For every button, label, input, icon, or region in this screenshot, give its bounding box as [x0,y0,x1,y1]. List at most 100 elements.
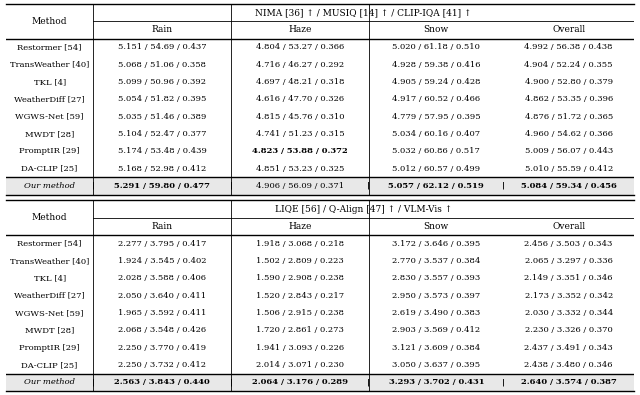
Bar [6,177,634,195]
Text: 2.250 / 3.732 / 0.412: 2.250 / 3.732 / 0.412 [118,361,206,369]
Text: Snow: Snow [424,222,449,231]
Text: 4.904 / 52.24 / 0.355: 4.904 / 52.24 / 0.355 [524,60,613,69]
Text: 1.941 / 3.093 / 0.226: 1.941 / 3.093 / 0.226 [256,344,344,352]
Text: Rain: Rain [152,25,173,34]
Text: Overall: Overall [552,25,585,34]
Text: WeatherDiff [27]: WeatherDiff [27] [14,292,85,300]
Text: 4.697 / 48.21 / 0.318: 4.697 / 48.21 / 0.318 [255,78,344,86]
Text: 4.779 / 57.95 / 0.395: 4.779 / 57.95 / 0.395 [392,113,481,120]
Text: 2.030 / 3.332 / 0.344: 2.030 / 3.332 / 0.344 [525,309,613,317]
Text: 5.035 / 51.46 / 0.389: 5.035 / 51.46 / 0.389 [118,113,206,120]
Text: 2.277 / 3.795 / 0.417: 2.277 / 3.795 / 0.417 [118,240,206,248]
Text: 4.804 / 53.27 / 0.366: 4.804 / 53.27 / 0.366 [256,43,344,51]
Text: 2.770 / 3.537 / 0.384: 2.770 / 3.537 / 0.384 [392,257,481,265]
Text: 5.174 / 53.48 / 0.439: 5.174 / 53.48 / 0.439 [118,147,206,155]
Text: 2.028 / 3.588 / 0.406: 2.028 / 3.588 / 0.406 [118,275,206,282]
Text: Haze: Haze [288,25,312,34]
Text: 2.456 / 3.503 / 0.343: 2.456 / 3.503 / 0.343 [525,240,613,248]
Text: 4.616 / 47.70 / 0.326: 4.616 / 47.70 / 0.326 [256,95,344,103]
Text: 5.084 / 59.34 / 0.456: 5.084 / 59.34 / 0.456 [521,182,616,190]
Text: NIMA [36] ↑ / MUSIQ [14] ↑ / CLIP-IQA [41] ↑: NIMA [36] ↑ / MUSIQ [14] ↑ / CLIP-IQA [4… [255,8,472,17]
Text: 2.640 / 3.574 / 0.387: 2.640 / 3.574 / 0.387 [521,378,616,386]
Text: 4.851 / 53.23 / 0.325: 4.851 / 53.23 / 0.325 [256,165,344,173]
Text: Restormer [54]: Restormer [54] [17,240,82,248]
Text: 5.057 / 62.12 / 0.519: 5.057 / 62.12 / 0.519 [388,182,484,190]
Text: |: | [367,182,371,190]
Text: TransWeather [40]: TransWeather [40] [10,257,90,265]
Text: 3.121 / 3.609 / 0.384: 3.121 / 3.609 / 0.384 [392,344,481,352]
Text: 4.876 / 51.72 / 0.365: 4.876 / 51.72 / 0.365 [525,113,613,120]
Text: |: | [229,378,232,386]
Text: Overall: Overall [552,222,585,231]
Text: 4.928 / 59.38 / 0.416: 4.928 / 59.38 / 0.416 [392,60,481,69]
Text: |: | [502,378,506,386]
Text: 4.905 / 59.24 / 0.428: 4.905 / 59.24 / 0.428 [392,78,481,86]
Text: 5.054 / 51.82 / 0.395: 5.054 / 51.82 / 0.395 [118,95,206,103]
Text: 5.010 / 55.59 / 0.412: 5.010 / 55.59 / 0.412 [525,165,613,173]
Text: 2.230 / 3.326 / 0.370: 2.230 / 3.326 / 0.370 [525,326,612,335]
Text: Method: Method [32,213,67,222]
Text: MWDT [28]: MWDT [28] [25,326,74,335]
Text: 2.619 / 3.490 / 0.383: 2.619 / 3.490 / 0.383 [392,309,481,317]
Text: 2.173 / 3.352 / 0.342: 2.173 / 3.352 / 0.342 [525,292,613,300]
Text: 4.823 / 53.88 / 0.372: 4.823 / 53.88 / 0.372 [252,147,348,155]
Text: 2.438 / 3.480 / 0.346: 2.438 / 3.480 / 0.346 [524,361,613,369]
Text: 5.168 / 52.98 / 0.412: 5.168 / 52.98 / 0.412 [118,165,206,173]
Text: 1.918 / 3.068 / 0.218: 1.918 / 3.068 / 0.218 [256,240,344,248]
Text: |: | [92,182,95,190]
Text: 5.009 / 56.07 / 0.443: 5.009 / 56.07 / 0.443 [525,147,613,155]
Text: |: | [502,182,506,190]
Text: Restormer [54]: Restormer [54] [17,43,82,51]
Text: Rain: Rain [152,222,173,231]
Text: 4.917 / 60.52 / 0.466: 4.917 / 60.52 / 0.466 [392,95,481,103]
Text: 4.815 / 45.76 / 0.310: 4.815 / 45.76 / 0.310 [255,113,344,120]
Text: 2.437 / 3.491 / 0.343: 2.437 / 3.491 / 0.343 [524,344,613,352]
Text: WeatherDiff [27]: WeatherDiff [27] [14,95,85,103]
Text: WGWS-Net [59]: WGWS-Net [59] [15,309,84,317]
Text: 4.862 / 53.35 / 0.396: 4.862 / 53.35 / 0.396 [525,95,613,103]
Text: 2.149 / 3.351 / 0.346: 2.149 / 3.351 / 0.346 [524,275,613,282]
Text: 4.960 / 54.62 / 0.366: 4.960 / 54.62 / 0.366 [525,130,612,138]
Text: 2.830 / 3.557 / 0.393: 2.830 / 3.557 / 0.393 [392,275,481,282]
Text: 2.050 / 3.640 / 0.411: 2.050 / 3.640 / 0.411 [118,292,206,300]
Text: 3.172 / 3.646 / 0.395: 3.172 / 3.646 / 0.395 [392,240,481,248]
Text: 5.032 / 60.86 / 0.517: 5.032 / 60.86 / 0.517 [392,147,480,155]
Text: 5.034 / 60.16 / 0.407: 5.034 / 60.16 / 0.407 [392,130,481,138]
Text: 5.020 / 61.18 / 0.510: 5.020 / 61.18 / 0.510 [392,43,480,51]
Text: 1.520 / 2.843 / 0.217: 1.520 / 2.843 / 0.217 [256,292,344,300]
Text: 2.064 / 3.176 / 0.289: 2.064 / 3.176 / 0.289 [252,378,348,386]
Text: |: | [229,182,232,190]
Text: WGWS-Net [59]: WGWS-Net [59] [15,113,84,120]
Bar [6,374,634,391]
Text: 5.104 / 52.47 / 0.377: 5.104 / 52.47 / 0.377 [118,130,206,138]
Text: PromptIR [29]: PromptIR [29] [19,147,80,155]
Text: 2.903 / 3.569 / 0.412: 2.903 / 3.569 / 0.412 [392,326,481,335]
Text: Snow: Snow [424,25,449,34]
Text: 1.506 / 2.915 / 0.238: 1.506 / 2.915 / 0.238 [256,309,344,317]
Text: 3.050 / 3.637 / 0.395: 3.050 / 3.637 / 0.395 [392,361,481,369]
Text: Haze: Haze [288,222,312,231]
Text: 2.065 / 3.297 / 0.336: 2.065 / 3.297 / 0.336 [525,257,612,265]
Text: 1.502 / 2.809 / 0.223: 1.502 / 2.809 / 0.223 [256,257,344,265]
Text: PromptIR [29]: PromptIR [29] [19,344,80,352]
Text: 1.720 / 2.861 / 0.273: 1.720 / 2.861 / 0.273 [256,326,344,335]
Text: MWDT [28]: MWDT [28] [25,130,74,138]
Text: 2.563 / 3.843 / 0.440: 2.563 / 3.843 / 0.440 [114,378,210,386]
Text: 2.068 / 3.548 / 0.426: 2.068 / 3.548 / 0.426 [118,326,206,335]
Text: 3.293 / 3.702 / 0.431: 3.293 / 3.702 / 0.431 [388,378,484,386]
Text: LIQE [56] / Q-Align [47] ↑ / VLM-Vis ↑: LIQE [56] / Q-Align [47] ↑ / VLM-Vis ↑ [275,205,452,214]
Text: 5.291 / 59.80 / 0.477: 5.291 / 59.80 / 0.477 [114,182,210,190]
Text: TKL [4]: TKL [4] [33,78,66,86]
Text: TKL [4]: TKL [4] [33,275,66,282]
Text: 4.992 / 56.38 / 0.438: 4.992 / 56.38 / 0.438 [524,43,613,51]
Text: |: | [92,378,95,386]
Text: 2.950 / 3.573 / 0.397: 2.950 / 3.573 / 0.397 [392,292,481,300]
Text: |: | [367,378,371,386]
Text: Our method: Our method [24,378,75,386]
Text: 5.099 / 50.96 / 0.392: 5.099 / 50.96 / 0.392 [118,78,206,86]
Text: 1.965 / 3.592 / 0.411: 1.965 / 3.592 / 0.411 [118,309,206,317]
Text: TransWeather [40]: TransWeather [40] [10,60,90,69]
Text: 4.716 / 46.27 / 0.292: 4.716 / 46.27 / 0.292 [256,60,344,69]
Text: 2.014 / 3.071 / 0.230: 2.014 / 3.071 / 0.230 [256,361,344,369]
Text: 5.151 / 54.69 / 0.437: 5.151 / 54.69 / 0.437 [118,43,206,51]
